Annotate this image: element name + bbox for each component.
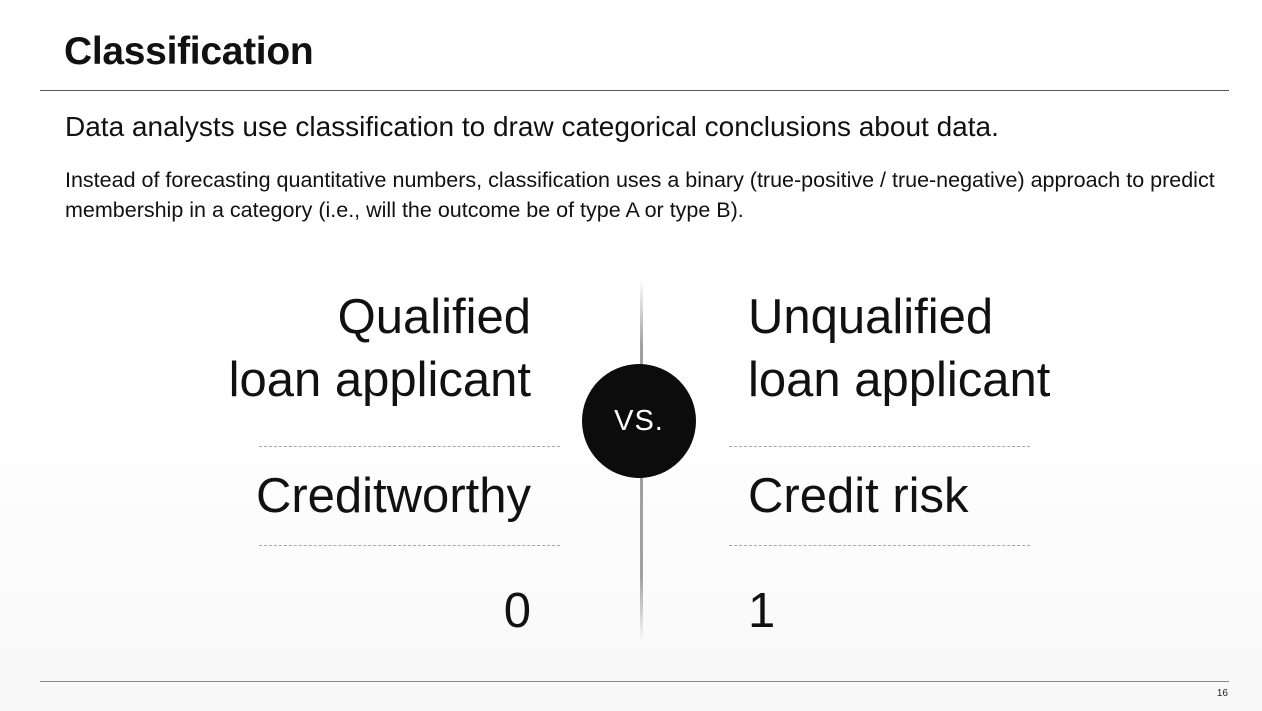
vs-badge: VS. [582,364,696,478]
left-heading-line2: loan applicant [228,353,531,407]
slide-title: Classification [64,30,314,73]
right-separator-2 [729,545,1030,546]
right-separator-1 [729,446,1030,447]
title-divider [40,90,1229,91]
left-heading: Qualified loan applicant [229,286,531,412]
right-heading-line2: loan applicant [748,353,1051,407]
left-heading-line1: Qualified [337,290,531,344]
lead-statement: Data analysts use classification to draw… [65,111,999,142]
left-separator-1 [259,446,560,447]
body-paragraph: Instead of forecasting quantitative numb… [65,168,1215,222]
footer-divider [40,681,1229,682]
right-heading: Unqualified loan applicant [748,286,1050,412]
vs-label: VS. [614,404,664,437]
left-value: 0 [503,584,531,638]
left-separator-2 [259,545,560,546]
right-value: 1 [748,584,776,638]
right-term: Credit risk [748,469,969,523]
right-heading-line1: Unqualified [748,290,994,344]
left-term: Creditworthy [255,469,531,523]
page-number: 16 [1216,688,1228,699]
